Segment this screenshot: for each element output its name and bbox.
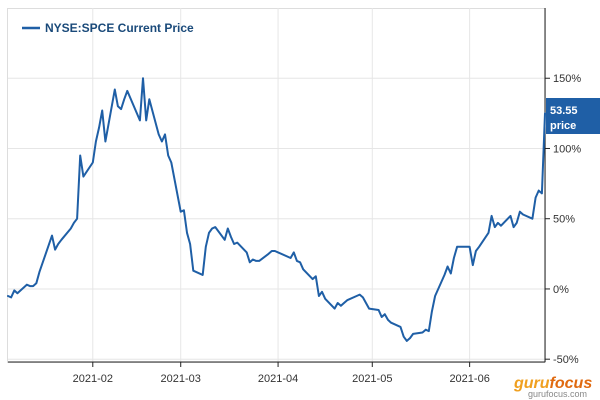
y-tick-label: 50% — [553, 214, 575, 226]
x-tick-label: 2021-05 — [352, 373, 392, 385]
x-tick-label: 2021-06 — [449, 373, 489, 385]
svg-text:gurufocus: gurufocus — [513, 375, 592, 392]
price-tag-box — [546, 98, 600, 134]
y-tick-label: -50% — [553, 354, 579, 366]
price-tag-value: 53.55 — [550, 105, 578, 117]
watermark-url: gurufocus.com — [528, 389, 587, 399]
axes — [8, 8, 550, 367]
watermark-logo: gurufocus gurufocus.com — [513, 375, 592, 399]
y-tick-label: 150% — [553, 73, 581, 85]
x-tick-label: 2021-02 — [73, 373, 113, 385]
watermark-brand-a: guru — [513, 375, 550, 392]
price-tag: 53.55 price — [546, 98, 600, 134]
tick-labels: 2021-02 2021-03 2021-04 2021-05 2021-06 150% 1… — [73, 73, 582, 385]
series-line — [7, 77, 546, 342]
grid-lines — [8, 8, 545, 362]
legend-label: NYSE:SPCE Current Price — [45, 21, 194, 35]
x-tick-label: 2021-03 — [161, 373, 201, 385]
y-tick-label: 0% — [553, 284, 569, 296]
legend[interactable]: NYSE:SPCE Current Price — [22, 21, 194, 35]
x-tick-label: 2021-04 — [258, 373, 298, 385]
y-tick-label: 100% — [553, 143, 581, 155]
watermark-brand-b: focus — [550, 375, 593, 392]
plot-border — [7, 8, 546, 363]
series-layer — [7, 77, 546, 342]
price-tag-label: price — [550, 120, 576, 132]
